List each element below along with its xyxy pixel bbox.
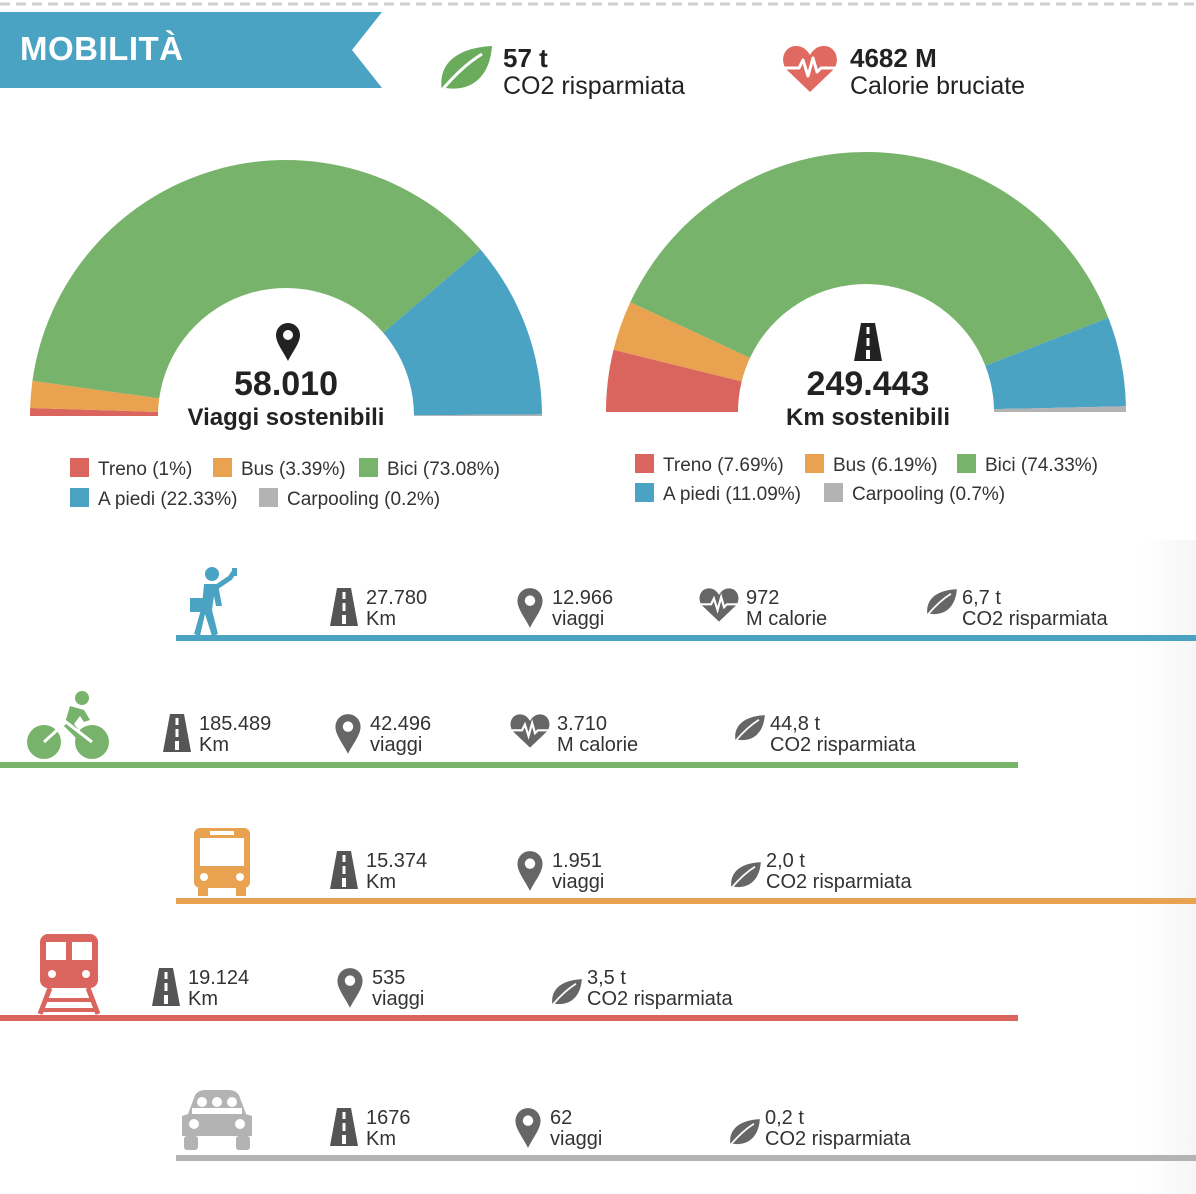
legend-item-carpooling: Carpooling (0.2%) xyxy=(259,488,440,511)
legend-item-bici: Bici (73.08%) xyxy=(359,458,500,481)
top-dashed-border xyxy=(0,2,1196,6)
mode-line xyxy=(0,1015,1018,1021)
leaf-icon xyxy=(734,715,765,742)
road-icon xyxy=(330,851,358,889)
road-icon xyxy=(152,968,180,1006)
road-icon xyxy=(330,588,358,626)
leaf-icon xyxy=(926,589,957,616)
mode-line xyxy=(176,898,1196,904)
walking-person-icon xyxy=(190,567,237,636)
co2-total-value: 57 t xyxy=(503,43,548,73)
map-pin-icon xyxy=(517,851,543,891)
slice-bici xyxy=(32,160,481,399)
legend-item-treno: Treno (1%) xyxy=(70,458,192,481)
trips-semi-donut-chart xyxy=(30,151,1126,416)
map-pin-icon xyxy=(276,323,300,361)
slice-carpooling xyxy=(993,406,1126,412)
train-icon xyxy=(37,934,101,1015)
section-banner xyxy=(0,12,382,88)
leaf-icon xyxy=(551,979,582,1006)
legend-item-treno: Treno (7.69%) xyxy=(635,454,784,477)
legend-item-bus: Bus (3.39%) xyxy=(213,458,346,481)
road-icon xyxy=(330,1108,358,1146)
legend-item-bici: Bici (74.33%) xyxy=(957,454,1098,477)
legend-item-a-piedi: A piedi (22.33%) xyxy=(70,488,237,511)
slice-bus xyxy=(30,380,160,412)
cyclist-icon xyxy=(27,691,109,759)
map-pin-icon xyxy=(517,588,543,628)
trips-total-label: Viaggi sostenibili xyxy=(187,404,385,431)
slice-carpooling xyxy=(413,414,542,416)
calories-total-label: Calorie bruciate xyxy=(850,72,1026,100)
road-icon xyxy=(854,323,882,361)
calories-total-value: 4682 M xyxy=(850,43,937,73)
leaf-icon xyxy=(729,1119,760,1146)
right-edge-fade xyxy=(1140,540,1196,1194)
road-icon xyxy=(163,714,191,752)
heart-pulse-icon xyxy=(699,588,739,622)
map-pin-icon xyxy=(515,1108,541,1148)
leaf-icon xyxy=(440,46,492,91)
mode-line xyxy=(176,1155,1196,1161)
map-pin-icon xyxy=(335,714,361,754)
slice-bici xyxy=(630,151,1109,366)
co2-total-label: CO2 risparmiata xyxy=(503,72,685,100)
slice-treno xyxy=(30,407,159,416)
bus-icon xyxy=(194,828,250,896)
slice-bus xyxy=(613,302,750,382)
slice-a-piedi xyxy=(383,249,542,416)
heart-pulse-icon xyxy=(510,714,550,748)
legend-item-carpooling: Carpooling (0.7%) xyxy=(824,483,1005,506)
mode-line xyxy=(0,762,1018,768)
slice-treno xyxy=(606,349,742,412)
legend-item-a-piedi: A piedi (11.09%) xyxy=(635,483,801,506)
km-total-label: Km sostenibili xyxy=(785,404,951,431)
slice-a-piedi xyxy=(985,317,1126,410)
legend-item-bus: Bus (6.19%) xyxy=(805,454,938,477)
trips-total-value: 58.010 xyxy=(234,365,338,403)
mode-line xyxy=(176,635,1196,641)
heart-pulse-icon xyxy=(783,46,837,92)
leaf-icon xyxy=(730,862,761,889)
map-pin-icon xyxy=(337,968,363,1008)
car-icon xyxy=(182,1090,252,1150)
km-total-value: 249.443 xyxy=(806,365,930,403)
section-title: MOBILITÀ xyxy=(20,30,184,67)
